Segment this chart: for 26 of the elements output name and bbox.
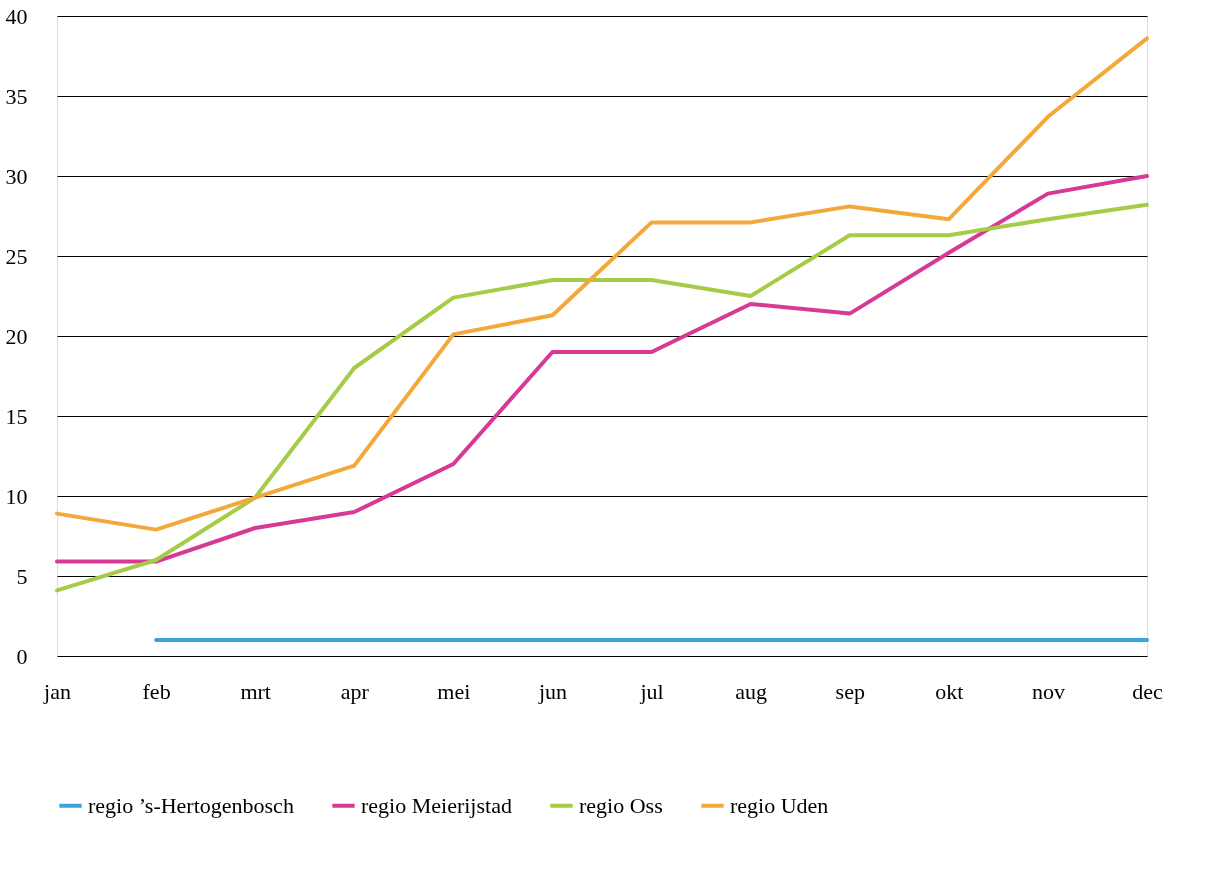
x-tick-label: jul <box>639 678 664 704</box>
x-tick-label: okt <box>935 678 964 704</box>
y-tick-label: 5 <box>16 563 28 589</box>
x-tick-label: sep <box>835 678 865 704</box>
y-tick-label: 20 <box>5 323 28 349</box>
x-tick-label: jun <box>537 678 568 704</box>
y-tick-label: 30 <box>5 163 28 189</box>
x-tick-label: dec <box>1132 678 1163 704</box>
y-tick-label: 10 <box>5 483 28 509</box>
legend-label: regio Meierijstad <box>361 792 512 818</box>
x-tick-label: aug <box>735 678 768 704</box>
x-tick-label: mei <box>437 678 471 704</box>
y-tick-label: 15 <box>5 403 28 429</box>
x-tick-label: jan <box>43 678 71 704</box>
x-tick-label: mrt <box>240 678 271 704</box>
legend-label: regio ’s-Hertogenbosch <box>88 792 294 818</box>
y-tick-label: 0 <box>16 643 28 669</box>
legend-label: regio Oss <box>579 792 663 818</box>
x-tick-label: apr <box>340 678 370 704</box>
x-tick-label: nov <box>1031 678 1065 704</box>
legend-label: regio Uden <box>730 792 829 818</box>
line-series <box>55 36 1149 532</box>
y-tick-label: 35 <box>5 83 28 109</box>
y-tick-label: 40 <box>5 3 28 29</box>
x-tick-label: feb <box>142 678 171 704</box>
y-tick-label: 25 <box>5 243 28 269</box>
